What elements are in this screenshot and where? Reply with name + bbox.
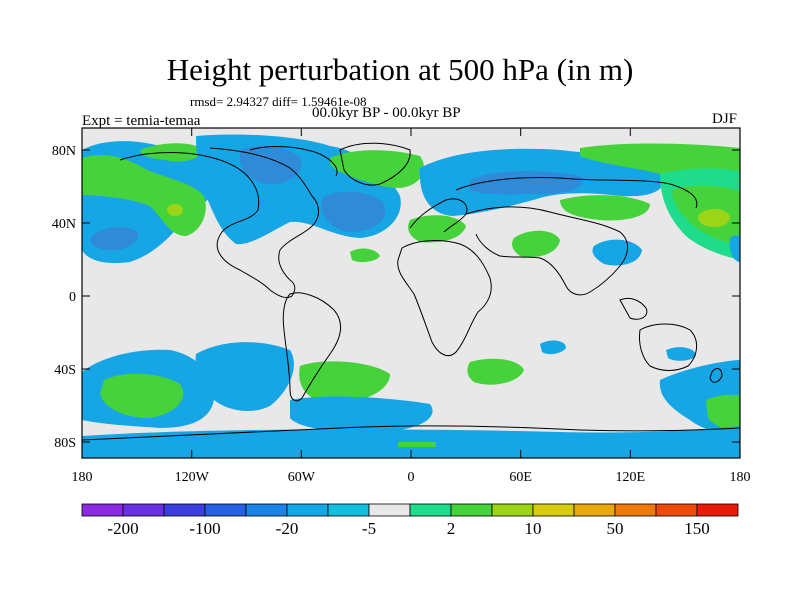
lat-label: 40S (54, 363, 76, 378)
contour-green (408, 215, 466, 243)
contour-green (512, 230, 560, 258)
lon-label: 180 (730, 470, 751, 485)
contour-deep-blue (90, 227, 139, 251)
lon-label: 0 (408, 470, 415, 485)
colorbar-label: -100 (189, 519, 220, 538)
contour-green (467, 358, 524, 385)
colorbar-swatch (245, 503, 288, 517)
contour-green (398, 442, 436, 447)
lat-label: 40N (52, 217, 76, 232)
coast-siberia (455, 177, 698, 209)
lon-label: 180 (72, 470, 93, 485)
contour-deep-blue (240, 145, 302, 184)
contour-deep-blue (321, 191, 386, 232)
colorbar-swatch (696, 503, 739, 517)
coast-greenland (339, 142, 411, 186)
lon-label: 120E (616, 470, 646, 485)
coast-antarctica (82, 425, 740, 441)
contour-green (100, 373, 184, 418)
axis-ticks (81, 128, 741, 458)
colorbar-label: 2 (447, 519, 456, 538)
colorbar-label: 50 (607, 519, 624, 538)
contour-lime (698, 209, 730, 227)
colorbar-label: 150 (684, 519, 710, 538)
contour-fills (82, 134, 740, 458)
colorbar-label: -5 (362, 519, 376, 538)
contour-blue (540, 340, 566, 355)
coast-north-america (119, 147, 319, 299)
experiment-label: Expt = temia-temaa (82, 113, 201, 129)
lat-label: 80N (52, 144, 76, 159)
coastlines (82, 142, 740, 441)
colorbar-swatch (122, 503, 165, 517)
contour-green (560, 195, 650, 221)
colorbar-swatch (163, 503, 206, 517)
colorbar-swatch (204, 503, 247, 517)
contour-green (329, 150, 424, 188)
contour-green (350, 248, 380, 263)
colorbar-swatch (409, 503, 452, 517)
colorbar-swatch (286, 503, 329, 517)
contour-green (706, 394, 740, 431)
coast-europe (409, 198, 468, 233)
contour-lime (167, 204, 183, 216)
contour-blue (729, 235, 740, 262)
lat-label: 0 (69, 290, 76, 305)
contour-green (299, 361, 390, 404)
colorbar-label: 10 (525, 519, 542, 538)
contour-blue (195, 342, 294, 411)
coast-africa (397, 240, 492, 357)
lon-label: 120W (175, 470, 210, 485)
coast-asia (465, 206, 628, 296)
contour-blue (290, 396, 433, 432)
colorbar-swatch (655, 503, 698, 517)
lon-label: 60E (509, 470, 532, 485)
contour-blue (592, 239, 642, 266)
lon-label: 60W (288, 470, 316, 485)
longitude-labels: 180 120W 60W 0 60E 120E 180 (72, 470, 751, 485)
stats-line: rmsd= 2.94327 diff= 1.59461e-08 (190, 94, 367, 109)
colorbar-swatch (614, 503, 657, 517)
contour-deep-blue (470, 171, 583, 195)
colorbar-labels: -200 -100 -20 -5 2 10 50 150 (107, 519, 709, 538)
latitude-labels: 80N 40N 0 40S 80S (52, 144, 76, 451)
coast-arctic-canada (249, 146, 338, 177)
colorbar-swatch (491, 503, 534, 517)
coast-indonesia (619, 297, 648, 320)
period-line: 00.0kyr BP - 00.0kyr BP (312, 105, 461, 121)
colorbar-swatch (532, 503, 575, 517)
coast-south-america (282, 292, 342, 402)
coast-australia (639, 323, 697, 371)
colorbar-label: -20 (276, 519, 299, 538)
colorbar-swatch (573, 503, 616, 517)
colorbar (81, 503, 739, 517)
map-title: Height perturbation at 500 hPa (in m) (166, 52, 634, 87)
colorbar-swatch (327, 503, 370, 517)
season-label: DJF (712, 111, 738, 127)
colorbar-label: -200 (107, 519, 138, 538)
colorbar-swatch (450, 503, 493, 517)
contour-blue (666, 347, 696, 361)
colorbar-swatch (81, 503, 124, 517)
lat-label: 80S (54, 436, 76, 451)
colorbar-swatch (368, 503, 411, 517)
coast-new-zealand (709, 368, 723, 383)
